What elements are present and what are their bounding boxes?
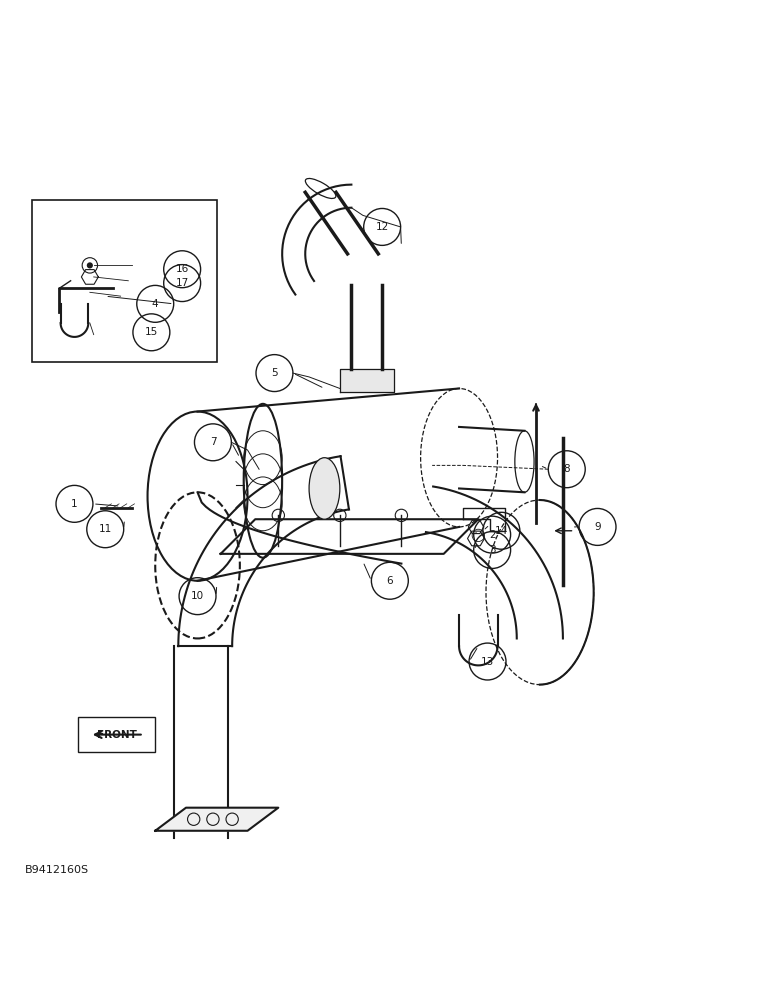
Text: 3: 3 [489, 545, 496, 555]
Text: 15: 15 [145, 327, 158, 337]
Text: 5: 5 [271, 368, 278, 378]
Text: 8: 8 [564, 464, 570, 474]
FancyArrowPatch shape [95, 731, 141, 738]
Text: FRONT: FRONT [96, 730, 137, 740]
Text: 11: 11 [99, 524, 112, 534]
Text: 1: 1 [71, 499, 78, 509]
Text: 7: 7 [210, 437, 216, 447]
Polygon shape [155, 808, 279, 831]
Text: 16: 16 [175, 264, 189, 274]
Text: 9: 9 [594, 522, 601, 532]
Text: 6: 6 [387, 576, 393, 586]
Text: 2: 2 [489, 530, 496, 540]
Text: 4: 4 [152, 299, 158, 309]
Text: 10: 10 [191, 591, 204, 601]
Polygon shape [340, 369, 394, 392]
Text: 12: 12 [375, 222, 389, 232]
Text: 17: 17 [175, 278, 189, 288]
Text: B9412160S: B9412160S [25, 865, 89, 875]
Text: 13: 13 [481, 657, 494, 667]
Ellipse shape [309, 458, 340, 519]
Circle shape [86, 262, 93, 268]
Text: 14: 14 [495, 526, 508, 536]
